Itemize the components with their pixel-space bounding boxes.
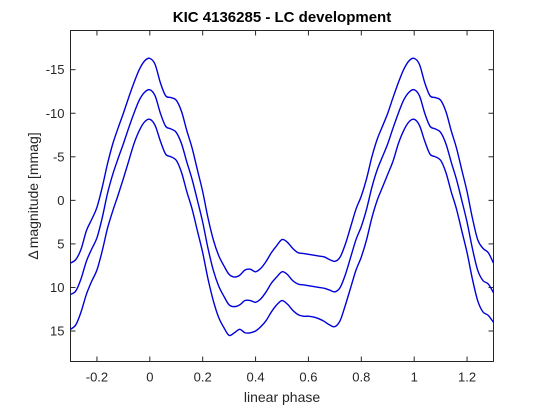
y-tick-label: -10 [46, 106, 65, 121]
x-tick-label: 0.6 [299, 370, 317, 385]
x-tick-label: -0.2 [86, 370, 108, 385]
light-curve-line-3 [70, 118, 495, 337]
y-axis-label-symbol: Δ [25, 250, 41, 259]
x-tick-label: 0 [146, 370, 153, 385]
light-curve-line-2 [70, 88, 495, 308]
curves [70, 57, 495, 337]
y-axis-label-text: magnitude [mmag] [25, 132, 41, 248]
x-tick-label: 0.4 [247, 370, 265, 385]
x-tick-label: 1.2 [458, 370, 476, 385]
y-tick-label: -5 [53, 149, 65, 164]
plot-frame [70, 30, 494, 362]
x-tick-label: 0.2 [194, 370, 212, 385]
x-tick-label: 0.8 [352, 370, 370, 385]
y-tick-label: 5 [57, 236, 64, 251]
y-axis-label: Δmagnitude [mmag] [25, 132, 41, 259]
x-tick-label: 1 [411, 370, 418, 385]
y-tick-label: 10 [50, 280, 64, 295]
y-tick-label: 15 [50, 324, 64, 339]
chart-title: KIC 4136285 - LC development [173, 9, 391, 26]
y-axis: -15 -10 -5 0 5 10 15 [46, 62, 494, 339]
light-curve-line-1 [70, 57, 495, 278]
y-tick-label: 0 [57, 193, 64, 208]
y-tick-label: -15 [46, 62, 65, 77]
x-axis: -0.2 0 0.2 0.4 0.6 0.8 1 1.2 [86, 30, 476, 385]
x-axis-label: linear phase [244, 389, 320, 405]
